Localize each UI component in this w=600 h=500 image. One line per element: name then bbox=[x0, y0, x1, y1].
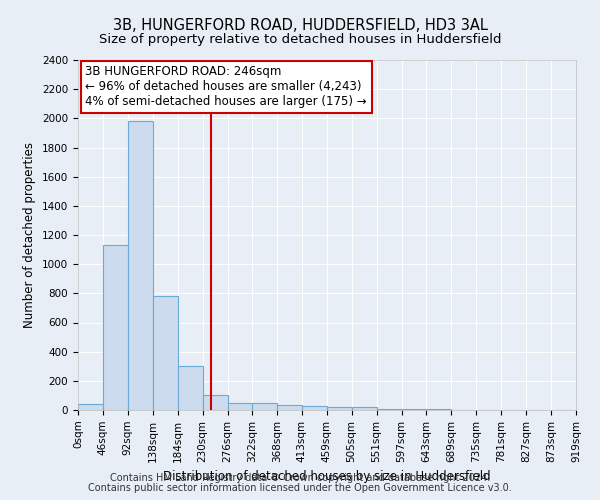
Bar bbox=[227, 402, 253, 410]
Bar bbox=[253, 404, 277, 410]
Bar bbox=[128, 122, 153, 410]
X-axis label: Distribution of detached houses by size in Huddersfield: Distribution of detached houses by size … bbox=[163, 470, 491, 483]
Bar bbox=[277, 405, 302, 410]
Bar bbox=[203, 396, 227, 410]
Bar bbox=[153, 296, 178, 410]
Bar bbox=[327, 407, 352, 410]
Text: 3B HUNGERFORD ROAD: 246sqm
← 96% of detached houses are smaller (4,243)
4% of se: 3B HUNGERFORD ROAD: 246sqm ← 96% of deta… bbox=[85, 66, 367, 108]
Bar bbox=[302, 406, 327, 410]
Text: Contains HM Land Registry data © Crown copyright and database right 2024.: Contains HM Land Registry data © Crown c… bbox=[110, 473, 490, 483]
Text: 3B, HUNGERFORD ROAD, HUDDERSFIELD, HD3 3AL: 3B, HUNGERFORD ROAD, HUDDERSFIELD, HD3 3… bbox=[113, 18, 487, 32]
Y-axis label: Number of detached properties: Number of detached properties bbox=[23, 142, 37, 328]
Text: Size of property relative to detached houses in Huddersfield: Size of property relative to detached ho… bbox=[99, 32, 501, 46]
Bar bbox=[178, 366, 203, 410]
Bar bbox=[103, 245, 128, 410]
Bar bbox=[352, 407, 377, 410]
Bar bbox=[78, 404, 103, 410]
Text: Contains public sector information licensed under the Open Government Licence v3: Contains public sector information licen… bbox=[88, 483, 512, 493]
